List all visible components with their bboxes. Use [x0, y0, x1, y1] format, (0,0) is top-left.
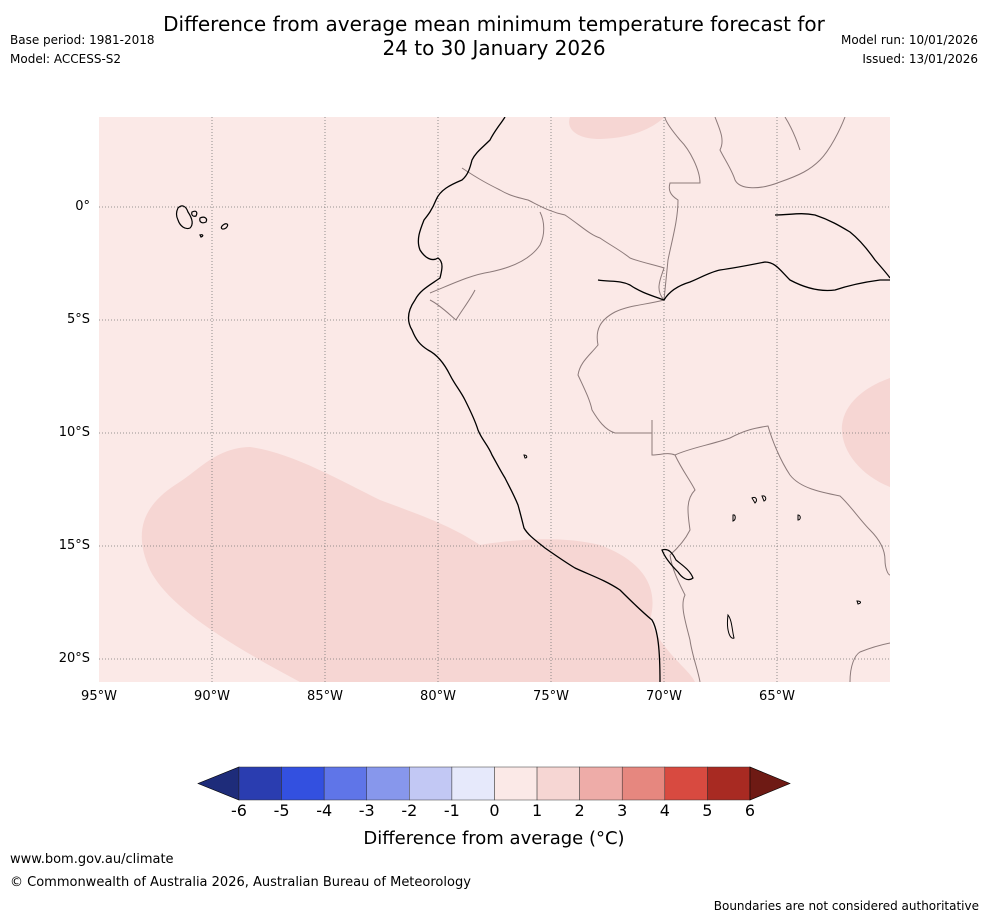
lat-label-15s: 15°S: [58, 538, 90, 553]
colorbar-segment: [494, 766, 538, 801]
colorbar-tick-label: -5: [273, 801, 290, 820]
colorbar-tick-label: 1: [532, 801, 543, 820]
colorbar-segment: [536, 766, 580, 801]
coastlines: [407, 117, 890, 682]
lon-label-95w: 95°W: [81, 689, 117, 704]
copyright-notice: © Commonwealth of Australia 2026, Austra…: [10, 875, 471, 890]
lon-label-80w: 80°W: [420, 689, 456, 704]
warm-anomaly-east: [841, 378, 890, 487]
bom-url: www.bom.gov.au/climate: [10, 852, 174, 867]
country-borders: [429, 117, 890, 682]
colorbar-tick-label: -4: [316, 801, 333, 820]
colorbar-tick-label: 3: [617, 801, 628, 820]
colorbar-segment: [323, 766, 367, 801]
lon-label-65w: 65°W: [759, 689, 795, 704]
issued-date: Issued: 13/01/2026: [862, 52, 978, 66]
model-name: Model: ACCESS-S2: [10, 52, 122, 66]
colorbar-tick-label: -3: [358, 801, 375, 820]
colorbar-segment: [281, 766, 325, 801]
colorbar-tick-label: 2: [574, 801, 585, 820]
colorbar-extension-low: [197, 766, 240, 801]
map-title: Difference from average mean minimum tem…: [0, 12, 988, 60]
colorbar-extension-high: [749, 766, 791, 801]
lon-label-85w: 85°W: [307, 689, 343, 704]
warm-anomaly-north: [569, 117, 665, 139]
colorbar-segment: [409, 766, 453, 801]
lon-label-70w: 70°W: [646, 689, 682, 704]
lake-titicaca: [661, 548, 694, 581]
colorbar-tick-label: 6: [744, 801, 756, 820]
colorbar-segment: [707, 766, 751, 801]
colorbar-label: Difference from average (°C): [363, 828, 625, 849]
lat-label-20s: 20°S: [58, 651, 90, 666]
colorbar-tick-label: -2: [401, 801, 418, 820]
colorbar-tick-label: 4: [659, 801, 670, 820]
lon-label-90w: 90°W: [194, 689, 230, 704]
lat-label-5s: 5°S: [66, 312, 90, 327]
colorbar-segment: [621, 766, 666, 801]
base-period: Base period: 1981-2018: [10, 33, 155, 47]
colorbar-tick-label: -1: [443, 801, 460, 820]
colorbar-tick-label: 0: [489, 801, 500, 820]
colorbar-segment: [664, 766, 708, 801]
lat-label-10s: 10°S: [58, 425, 90, 440]
colorbar-tick-label: 5: [702, 801, 713, 820]
colorbar-segment: [579, 766, 623, 801]
title-line-2: 24 to 30 January 2026: [382, 36, 606, 60]
warm-anomaly-southwest: [141, 447, 695, 682]
boundary-disclaimer: Boundaries are not considered authoritat…: [713, 899, 979, 913]
lon-label-75w: 75°W: [533, 689, 569, 704]
model-run: Model run: 10/01/2026: [840, 33, 978, 47]
colorbar-segment: [238, 766, 282, 801]
galapagos-islands: [175, 205, 229, 238]
small-lakes: [523, 454, 861, 639]
colorbar-tick-label: -6: [231, 801, 247, 820]
gridlines: [99, 117, 890, 682]
colorbar-segment: [451, 766, 495, 801]
lat-label-0: 0°: [75, 199, 90, 214]
colorbar-segment: [366, 766, 410, 801]
title-line-1: Difference from average mean minimum tem…: [163, 12, 825, 36]
